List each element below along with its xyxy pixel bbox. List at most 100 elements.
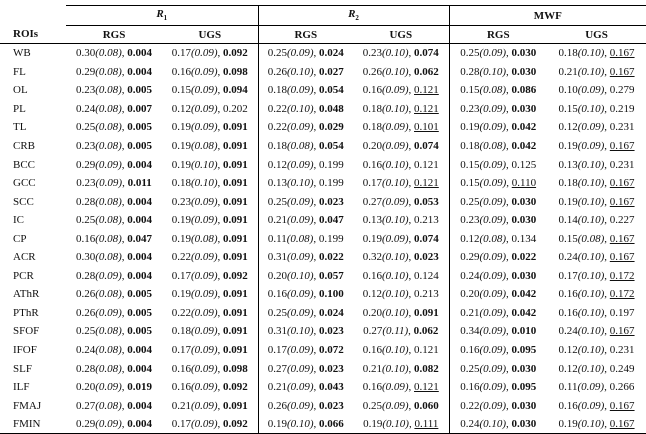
sd-value: (0.09) [190, 47, 218, 60]
mean-value: 0.25 [267, 47, 287, 60]
mean-value: 0.16 [362, 344, 382, 357]
value-cell: 0.18(0.10), 0.091 [171, 177, 248, 190]
sd-value: (0.09) [190, 195, 218, 208]
p-value: 0.047 [127, 232, 153, 245]
mean-value: 0.19 [558, 418, 578, 431]
value-cell: 0.21(0.09), 0.043 [257, 377, 353, 397]
sd-value: (0.09) [190, 325, 218, 338]
value-cell: 0.20(0.09), 0.074 [362, 140, 439, 152]
mean-value: 0.23 [171, 195, 191, 208]
mean-value: 0.15 [558, 102, 578, 115]
mean-value: 0.12 [171, 102, 191, 115]
value-cell: 0.22(0.09), 0.091 [171, 251, 248, 264]
p-value: 0.004 [127, 195, 153, 208]
p-value: 0.095 [511, 344, 537, 357]
p-value: 0.167 [609, 195, 635, 208]
p-value: 0.005 [127, 306, 153, 319]
p-value: 0.024 [319, 306, 344, 319]
value-cell: 0.16(0.09), 0.121 [362, 381, 439, 394]
sd-value: (0.10) [577, 418, 605, 431]
mean-value: 0.19 [171, 140, 191, 152]
value-cell: 0.16(0.09), 0.095 [448, 340, 547, 360]
table-row: PThR 0.26(0.09), 0.005 0.22(0.09), 0.091 0.… [0, 303, 646, 323]
p-value: 0.167 [609, 65, 635, 78]
value-cell: 0.15(0.08), 0.086 [448, 81, 547, 100]
subheader-r1-rgs: RGS [66, 25, 162, 44]
sd-value: (0.10) [577, 269, 605, 282]
sd-value: (0.10) [381, 102, 409, 115]
sd-value: (0.08) [95, 362, 122, 375]
p-value: 0.091 [223, 140, 248, 152]
p-value: 0.213 [414, 214, 439, 227]
mean-value: 0.19 [267, 418, 287, 431]
p-value: 0.004 [127, 344, 153, 357]
value-cell: 0.31(0.09), 0.022 [257, 248, 353, 267]
sd-value: (0.09) [286, 362, 314, 375]
sd-value: (0.09) [95, 381, 122, 394]
p-value: 0.007 [127, 102, 153, 115]
p-value: 0.091 [223, 232, 248, 245]
p-value: 0.091 [223, 195, 248, 208]
roi-name: TL [13, 121, 27, 134]
sd-value: (0.09) [479, 269, 507, 282]
p-value: 0.091 [223, 121, 248, 134]
p-value: 0.019 [127, 381, 153, 394]
sd-value: (0.10) [286, 325, 314, 338]
mean-value: 0.19 [362, 232, 382, 245]
p-value: 0.030 [511, 418, 537, 431]
value-cell: 0.20(0.10), 0.091 [362, 306, 439, 319]
value-cell: 0.13(0.10), 0.213 [362, 214, 439, 227]
p-value: 0.124 [414, 269, 439, 282]
value-cell: 0.27(0.09), 0.023 [257, 359, 353, 378]
sd-value: (0.09) [381, 232, 409, 245]
value-cell: 0.26(0.10), 0.027 [257, 62, 353, 82]
value-cell: 0.19(0.08), 0.091 [171, 232, 248, 245]
sd-value: (0.10) [381, 306, 409, 319]
sd-value: (0.10) [577, 362, 605, 375]
p-value: 0.121 [414, 177, 439, 190]
value-cell: 0.16(0.09), 0.098 [171, 362, 248, 375]
p-value: 0.004 [127, 269, 153, 282]
p-value: 0.091 [223, 251, 248, 264]
mean-value: 0.26 [75, 306, 96, 319]
value-cell: 0.29(0.09), 0.022 [448, 248, 547, 267]
sd-value: (0.09) [190, 381, 218, 394]
p-value: 0.121 [414, 84, 439, 97]
value-cell: 0.26(0.09), 0.005 [75, 306, 153, 319]
mean-value: 0.24 [75, 344, 96, 357]
sd-value: (0.10) [381, 269, 409, 282]
value-cell: 0.20(0.09), 0.019 [75, 381, 153, 394]
p-value: 0.197 [609, 306, 635, 319]
value-cell: 0.16(0.10), 0.124 [362, 269, 439, 282]
p-value: 0.005 [127, 121, 153, 134]
roi-name: IFOF [13, 344, 37, 357]
p-value: 0.231 [609, 344, 635, 357]
sd-value: (0.09) [190, 344, 218, 357]
mean-value: 0.26 [75, 288, 96, 301]
mean-value: 0.27 [267, 362, 287, 375]
value-cell: 0.23(0.09), 0.091 [171, 195, 248, 208]
mean-value: 0.23 [76, 177, 96, 190]
value-cell: 0.17(0.09), 0.072 [257, 340, 353, 360]
p-value: 0.011 [127, 177, 152, 190]
mean-value: 0.21 [460, 306, 480, 319]
value-cell: 0.23(0.08), 0.005 [75, 140, 153, 152]
value-cell: 0.16(0.08), 0.047 [75, 232, 153, 245]
mean-value: 0.16 [171, 65, 191, 78]
p-value: 0.004 [127, 65, 153, 78]
table-row: BCC 0.29(0.09), 0.004 0.19(0.10), 0.091 0.1… [0, 155, 646, 174]
p-value: 0.091 [223, 344, 248, 357]
mean-value: 0.15 [460, 158, 480, 171]
p-value: 0.054 [319, 140, 344, 152]
value-cell: 0.12(0.09), 0.199 [257, 155, 353, 174]
sd-value: (0.09) [479, 195, 507, 208]
mean-value: 0.30 [75, 47, 96, 60]
mean-value: 0.32 [362, 251, 382, 264]
value-cell: 0.11(0.08), 0.199 [257, 229, 353, 249]
roi-name: AThR [13, 288, 40, 301]
value-cell: 0.11(0.09), 0.266 [558, 381, 635, 394]
p-value: 0.030 [511, 47, 537, 60]
p-value: 0.121 [414, 158, 439, 171]
sd-value: (0.09) [286, 306, 314, 319]
mean-value: 0.31 [267, 251, 287, 264]
